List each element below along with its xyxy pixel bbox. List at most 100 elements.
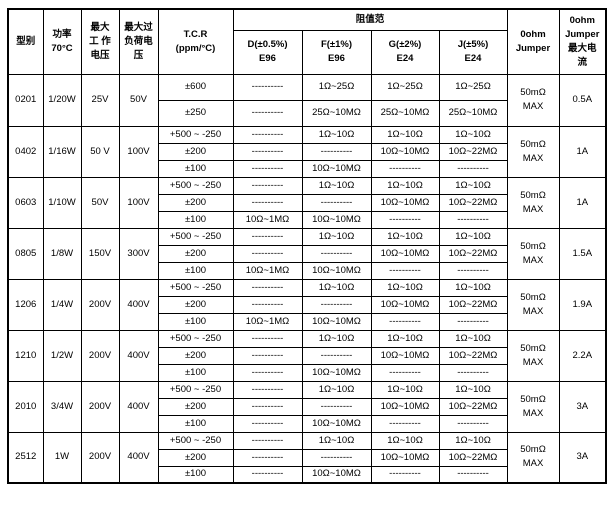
cell-jumper: 50mΩ MAX (506, 380, 560, 433)
cell-range-j: ---------- (438, 159, 508, 178)
header-jumper-current: 0ohm Jumper 最大电 流 (558, 8, 607, 75)
cell-range-j: ---------- (438, 261, 508, 280)
cell-working-voltage: 200V (80, 380, 120, 433)
cell-model: 2512 (7, 431, 44, 484)
cell-range-d: ---------- (232, 414, 303, 433)
cell-range-j: 1Ω~10Ω (438, 278, 508, 297)
cell-working-voltage: 150V (80, 227, 120, 280)
cell-range-d: ---------- (232, 465, 303, 484)
cell-range-f: ---------- (301, 448, 372, 467)
cell-range-f: 10Ω~10MΩ (301, 465, 372, 484)
table-row: ±200 ---------- ---------- 10Ω~10MΩ 10Ω~22MΩ (8, 295, 606, 314)
cell-model: 0603 (7, 176, 44, 229)
table-row: ±200 ---------- ---------- 10Ω~10MΩ 10Ω~22MΩ (8, 244, 606, 263)
cell-range-f: 10Ω~10MΩ (301, 159, 372, 178)
cell-range-j: 1Ω~10Ω (438, 431, 508, 450)
table-row: 0402 1/16W 50 V 100V +500 ~ -250 ---------- 1Ω… (7, 125, 607, 178)
table-row: ±200 ---------- ---------- 10Ω~10MΩ 10Ω~22MΩ (8, 142, 606, 161)
cell-range-j: 10Ω~22MΩ (438, 397, 508, 416)
cell-range-j: 10Ω~22MΩ (438, 193, 508, 212)
cell-power: 1/4W (42, 278, 82, 331)
cell-range-g: 10Ω~10MΩ (370, 448, 440, 467)
cell-range-j: 1Ω~10Ω (438, 227, 508, 246)
cell-range-d: ---------- (232, 193, 303, 212)
table-row: 0805 1/8W 150V 300V +500 ~ -250 ---------- 1Ω~… (7, 227, 607, 280)
cell-range-d: 10Ω~1MΩ (232, 312, 303, 331)
cell-range-d: 10Ω~1MΩ (232, 210, 303, 229)
cell-tcr: ±100 (157, 159, 234, 178)
cell-tcr: ±100 (157, 312, 234, 331)
cell-range-f: 10Ω~10MΩ (301, 414, 372, 433)
cell-tcr: +500 ~ -250 (157, 125, 234, 144)
cell-range-j: 1Ω~25Ω (438, 73, 508, 101)
cell-range-j: 1Ω~10Ω (438, 380, 508, 399)
header-type: 型别 (7, 8, 44, 75)
cell-range-g: 1Ω~10Ω (370, 329, 440, 348)
cell-range-d: ---------- (232, 295, 303, 314)
cell-range-j: 10Ω~22MΩ (438, 295, 508, 314)
cell-range-g: 10Ω~10MΩ (370, 142, 440, 161)
cell-tcr: +500 ~ -250 (157, 278, 234, 297)
cell-working-voltage: 50V (80, 176, 120, 229)
cell-range-d: ---------- (232, 346, 303, 365)
cell-tcr: ±200 (157, 448, 234, 467)
cell-max-current: 3A (558, 431, 607, 484)
cell-tcr: ±100 (157, 414, 234, 433)
cell-range-j: ---------- (438, 465, 508, 484)
cell-range-j: ---------- (438, 210, 508, 229)
cell-range-j: 10Ω~22MΩ (438, 346, 508, 365)
cell-range-f: 1Ω~10Ω (301, 329, 372, 348)
cell-range-f: 10Ω~10MΩ (301, 363, 372, 382)
cell-working-voltage: 200V (80, 278, 120, 331)
cell-jumper: 50mΩ MAX (506, 227, 560, 280)
cell-power: 1/20W (42, 73, 82, 127)
header-tolerance-j: J(±5%) E24 (438, 29, 508, 75)
cell-working-voltage: 200V (80, 329, 120, 382)
table-row: ±200 ---------- ---------- 10Ω~10MΩ 10Ω~22MΩ (8, 397, 606, 416)
cell-tcr: ±200 (157, 397, 234, 416)
cell-tcr: +500 ~ -250 (157, 227, 234, 246)
header-max-overload-voltage: 最大过 负荷电 压 (118, 8, 159, 75)
cell-model: 0201 (7, 73, 44, 127)
cell-range-f: ---------- (301, 193, 372, 212)
cell-model: 0402 (7, 125, 44, 178)
table-row: 1210 1/2W 200V 400V +500 ~ -250 ---------- 1Ω~… (7, 329, 607, 382)
table-body: 0201 1/20W 25V 50V ±600 ---------- 1Ω~25Ω 1Ω~25… (7, 73, 607, 484)
cell-max-current: 1A (558, 176, 607, 229)
cell-range-g: ---------- (370, 312, 440, 331)
cell-range-g: ---------- (370, 363, 440, 382)
header-tcr: T.C.R (ppm/°C) (157, 8, 234, 75)
cell-range-g: 10Ω~10MΩ (370, 193, 440, 212)
cell-range-d: ---------- (232, 99, 303, 127)
cell-jumper: 50mΩ MAX (506, 176, 560, 229)
header-max-working-voltage: 最大 工 作 电压 (80, 8, 120, 75)
cell-range-d: ---------- (232, 227, 303, 246)
cell-overload-voltage: 400V (118, 329, 159, 382)
cell-overload-voltage: 400V (118, 278, 159, 331)
cell-range-g: 25Ω~10MΩ (370, 99, 440, 127)
cell-range-f: ---------- (301, 346, 372, 365)
cell-tcr: ±100 (157, 465, 234, 484)
cell-range-d: ---------- (232, 431, 303, 450)
table-row: 2010 3/4W 200V 400V +500 ~ -250 ---------- 1Ω~… (7, 380, 607, 433)
cell-tcr: +500 ~ -250 (157, 380, 234, 399)
cell-power: 1/16W (42, 125, 82, 178)
cell-tcr: ±200 (157, 295, 234, 314)
cell-range-f: ---------- (301, 397, 372, 416)
cell-tcr: ±100 (157, 210, 234, 229)
cell-jumper: 50mΩ MAX (506, 431, 560, 484)
cell-power: 3/4W (42, 380, 82, 433)
cell-jumper: 50mΩ MAX (506, 278, 560, 331)
cell-range-f: 1Ω~10Ω (301, 227, 372, 246)
cell-range-d: ---------- (232, 125, 303, 144)
cell-range-j: 25Ω~10MΩ (438, 99, 508, 127)
table-header: 型别 功率 70°C 最大 工 作 电压 最大过 负荷电 压 T.C.R (pp… (7, 8, 607, 75)
cell-range-f: ---------- (301, 295, 372, 314)
cell-range-g: ---------- (370, 465, 440, 484)
cell-tcr: ±200 (157, 142, 234, 161)
cell-jumper: 50mΩ MAX (506, 125, 560, 178)
header-tolerance-g: G(±2%) E24 (370, 29, 440, 75)
cell-range-g: ---------- (370, 261, 440, 280)
cell-range-d: ---------- (232, 176, 303, 195)
cell-power: 1/2W (42, 329, 82, 382)
